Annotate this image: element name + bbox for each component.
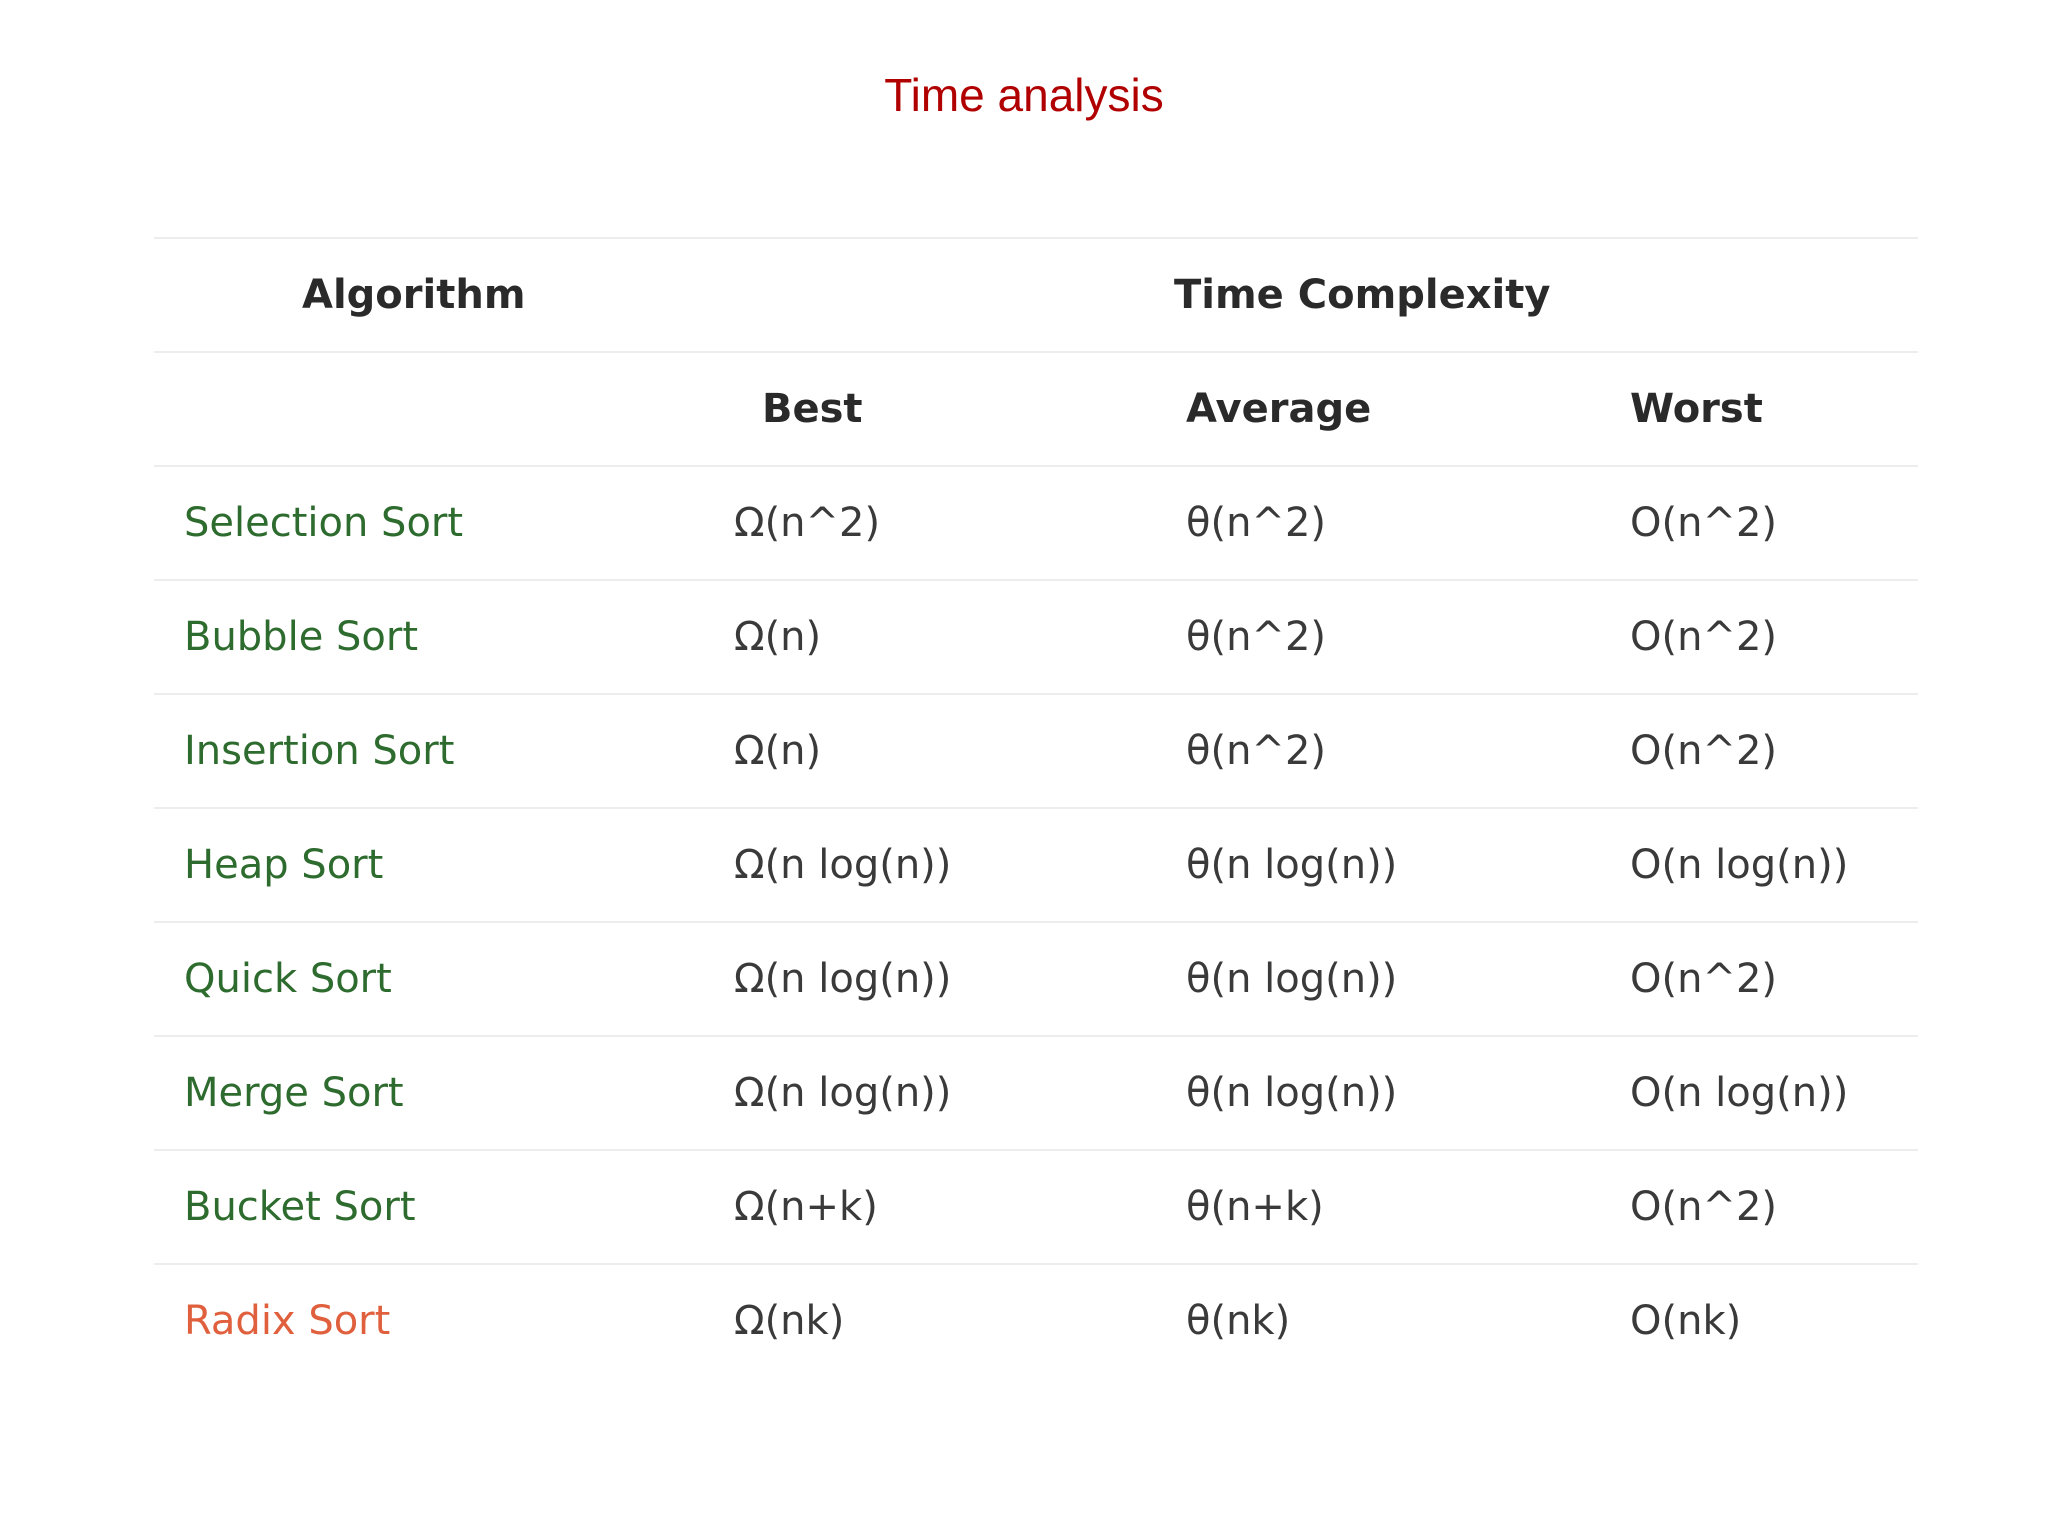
algorithm-name: Insertion Sort bbox=[184, 728, 455, 774]
best-case: Ω(n) bbox=[734, 614, 822, 660]
table-row: Quick Sort Ω(n log(n)) θ(n log(n)) O(n^2… bbox=[154, 921, 1918, 1035]
header-best: Best bbox=[762, 386, 863, 432]
worst-case: O(n^2) bbox=[1630, 956, 1778, 1002]
best-case: Ω(n log(n)) bbox=[734, 842, 952, 888]
average-case: θ(n log(n)) bbox=[1186, 1070, 1398, 1116]
worst-case: O(n^2) bbox=[1630, 1184, 1778, 1230]
worst-case: O(n^2) bbox=[1630, 500, 1778, 546]
worst-case: O(n log(n)) bbox=[1630, 842, 1849, 888]
header-worst: Worst bbox=[1630, 386, 1763, 432]
algorithm-name: Selection Sort bbox=[184, 500, 464, 546]
header-row-sub: Best Average Worst bbox=[154, 351, 1918, 465]
best-case: Ω(n log(n)) bbox=[734, 1070, 952, 1116]
average-case: θ(n log(n)) bbox=[1186, 842, 1398, 888]
algorithm-name: Bucket Sort bbox=[184, 1184, 416, 1230]
table-row: Bubble Sort Ω(n) θ(n^2) O(n^2) bbox=[154, 579, 1918, 693]
best-case: Ω(nk) bbox=[734, 1298, 845, 1344]
header-row-main: Algorithm Time Complexity bbox=[154, 237, 1918, 351]
algorithm-name: Heap Sort bbox=[184, 842, 384, 888]
best-case: Ω(n log(n)) bbox=[734, 956, 952, 1002]
header-average: Average bbox=[1186, 386, 1372, 432]
table-row: Radix Sort Ω(nk) θ(nk) O(nk) bbox=[154, 1263, 1918, 1377]
algorithm-name-highlighted: Radix Sort bbox=[184, 1298, 391, 1344]
worst-case: O(nk) bbox=[1630, 1298, 1742, 1344]
page-title: Time analysis bbox=[884, 69, 1164, 121]
average-case: θ(n log(n)) bbox=[1186, 956, 1398, 1002]
algorithm-name: Bubble Sort bbox=[184, 614, 419, 660]
best-case: Ω(n^2) bbox=[734, 500, 881, 546]
worst-case: O(n log(n)) bbox=[1630, 1070, 1849, 1116]
table-row: Selection Sort Ω(n^2) θ(n^2) O(n^2) bbox=[154, 465, 1918, 579]
best-case: Ω(n+k) bbox=[734, 1184, 878, 1230]
time-complexity-table: Algorithm Time Complexity Best Average W… bbox=[154, 237, 1918, 1377]
average-case: θ(n^2) bbox=[1186, 614, 1326, 660]
table-row: Insertion Sort Ω(n) θ(n^2) O(n^2) bbox=[154, 693, 1918, 807]
table-row: Merge Sort Ω(n log(n)) θ(n log(n)) O(n l… bbox=[154, 1035, 1918, 1149]
average-case: θ(nk) bbox=[1186, 1298, 1291, 1344]
algorithm-name: Merge Sort bbox=[184, 1070, 404, 1116]
table-row: Heap Sort Ω(n log(n)) θ(n log(n)) O(n lo… bbox=[154, 807, 1918, 921]
average-case: θ(n^2) bbox=[1186, 728, 1326, 774]
table-row: Bucket Sort Ω(n+k) θ(n+k) O(n^2) bbox=[154, 1149, 1918, 1263]
average-case: θ(n+k) bbox=[1186, 1184, 1324, 1230]
header-algorithm: Algorithm bbox=[302, 272, 526, 318]
average-case: θ(n^2) bbox=[1186, 500, 1326, 546]
worst-case: O(n^2) bbox=[1630, 728, 1778, 774]
algorithm-name: Quick Sort bbox=[184, 956, 392, 1002]
worst-case: O(n^2) bbox=[1630, 614, 1778, 660]
header-time-complexity: Time Complexity bbox=[1174, 272, 1551, 318]
best-case: Ω(n) bbox=[734, 728, 822, 774]
